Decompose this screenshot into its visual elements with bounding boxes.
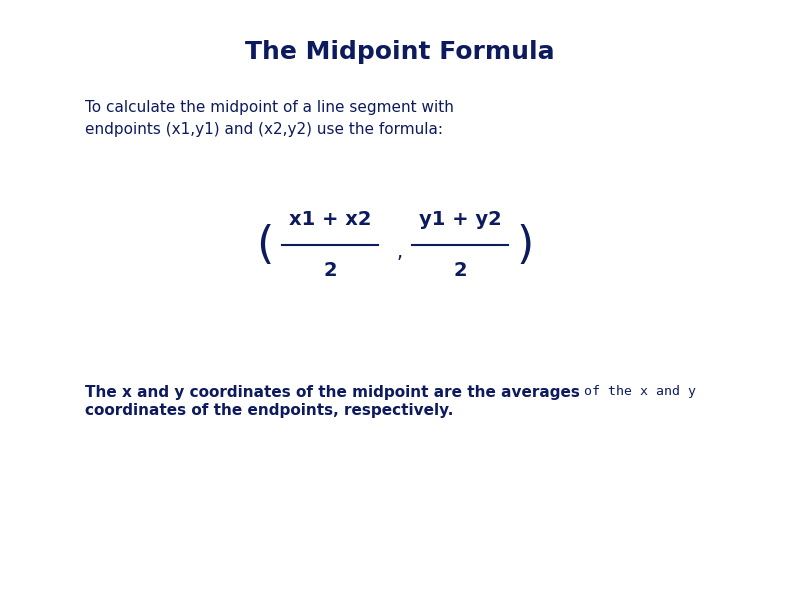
- Text: 2: 2: [453, 261, 467, 280]
- Text: y1 + y2: y1 + y2: [418, 210, 502, 229]
- Text: The Midpoint Formula: The Midpoint Formula: [245, 40, 555, 64]
- Text: ): ): [516, 223, 534, 266]
- Text: coordinates of the endpoints, respectively.: coordinates of the endpoints, respective…: [85, 403, 454, 418]
- Text: ,: ,: [397, 244, 403, 263]
- Text: 2: 2: [323, 261, 337, 280]
- Text: x1 + x2: x1 + x2: [289, 210, 371, 229]
- Text: of the x and y: of the x and y: [560, 385, 696, 398]
- Text: To calculate the midpoint of a line segment with
endpoints (x1,y1) and (x2,y2) u: To calculate the midpoint of a line segm…: [85, 100, 454, 137]
- Text: The x and y coordinates of the midpoint are the averages: The x and y coordinates of the midpoint …: [85, 385, 580, 400]
- Text: (: (: [256, 223, 274, 266]
